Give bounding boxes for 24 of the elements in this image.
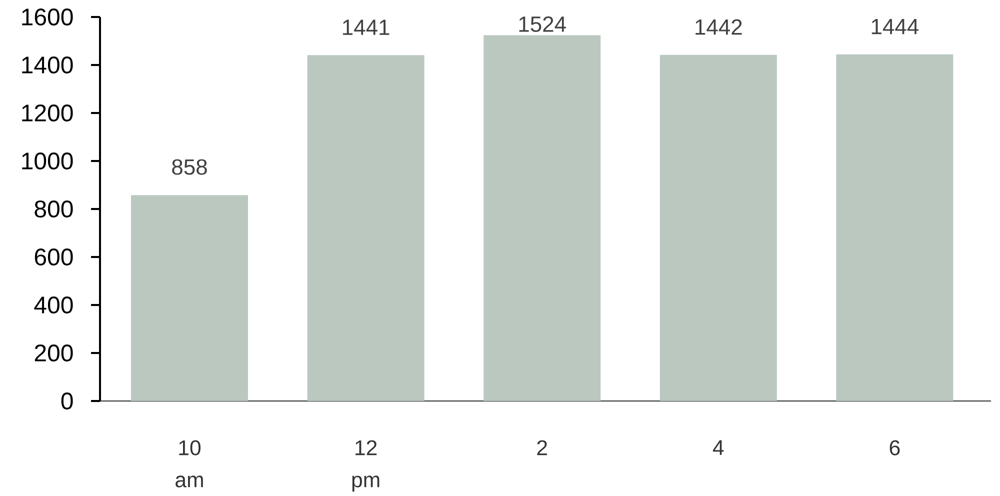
x-tick-label: 4 xyxy=(712,440,724,455)
bar xyxy=(660,54,777,401)
y-tick-label: 400 xyxy=(34,296,73,314)
bar xyxy=(307,55,424,401)
y-tick-label: 1600 xyxy=(22,8,73,26)
y-tick-label: 1400 xyxy=(22,56,73,74)
x-tick-label: 12 pm xyxy=(352,440,380,492)
bar xyxy=(836,54,954,401)
y-tick-label: 1200 xyxy=(22,104,73,122)
x-tick-label: 6 xyxy=(890,440,900,456)
x-tick-label: 2 xyxy=(537,440,547,456)
bar xyxy=(131,195,248,401)
y-tick-label: 1000 xyxy=(22,152,73,170)
y-tick-label: 200 xyxy=(34,344,73,362)
y-tick-label: 800 xyxy=(34,200,73,218)
data-label: 1442 xyxy=(696,19,742,35)
bar xyxy=(484,35,601,401)
x-tick-label: 10 am xyxy=(176,440,203,488)
data-label: 1524 xyxy=(519,16,566,32)
y-tick-label: 0 xyxy=(61,392,73,410)
data-label: 858 xyxy=(172,159,207,175)
data-label: 1444 xyxy=(872,19,919,34)
y-tick-label: 600 xyxy=(34,248,73,266)
data-label: 1441 xyxy=(343,20,390,35)
